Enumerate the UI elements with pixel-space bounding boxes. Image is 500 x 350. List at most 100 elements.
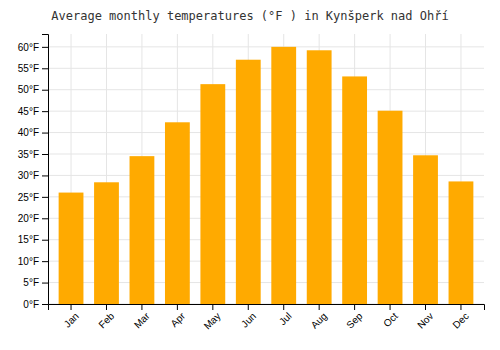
tick-label: Jun — [239, 310, 258, 329]
tick-label: Mar — [132, 310, 152, 330]
tick-mark — [42, 218, 48, 219]
tick: 20°F — [18, 213, 48, 224]
tick-mark — [354, 304, 355, 310]
bar — [200, 84, 225, 304]
bars — [59, 47, 474, 304]
tick-mark — [212, 304, 213, 310]
bar — [165, 122, 190, 304]
tick-label: 20°F — [18, 213, 39, 224]
tick: 25°F — [18, 192, 48, 203]
tick: 30°F — [18, 170, 48, 181]
tick-mark — [177, 304, 178, 310]
grid-line-y — [48, 68, 484, 69]
tick-mark — [460, 304, 461, 310]
tick-label: 30°F — [18, 170, 39, 181]
grid-line-y — [48, 46, 484, 47]
tick-label: 25°F — [18, 192, 39, 203]
tick: Sep — [344, 304, 365, 331]
tick-mark — [248, 304, 249, 310]
tick: 40°F — [18, 127, 48, 138]
tick-label: May — [202, 310, 223, 331]
tick-label: Aug — [309, 310, 329, 330]
y-axis: 0°F 5°F 10°F 15°F 20°F 25°F 30°F 35°F 40°F 45°F 50… — [18, 35, 49, 310]
tick-label: Jan — [62, 310, 81, 329]
tick-label: 60°F — [18, 42, 39, 53]
plot-area: 0°F 5°F 10°F 15°F 20°F 25°F 30°F 35°F 40°F 45°F 50… — [18, 34, 485, 332]
axis-line — [49, 305, 485, 311]
tick: 55°F — [18, 63, 48, 74]
bar — [449, 181, 474, 304]
tick-mark — [319, 304, 320, 310]
tick-mark — [42, 111, 48, 112]
tick-mark — [42, 133, 48, 134]
tick-label: 15°F — [18, 234, 39, 245]
chart: 0°F 5°F 10°F 15°F 20°F 25°F 30°F 35°F 40°F 45°F 50… — [0, 0, 500, 350]
tick-mark — [42, 154, 48, 155]
tick-label: Sep — [344, 310, 365, 331]
tick: 35°F — [18, 149, 48, 160]
axis-line — [42, 35, 49, 305]
tick: 0°F — [23, 299, 48, 310]
tick-mark — [42, 90, 48, 91]
tick: Oct — [381, 304, 400, 329]
tick-mark — [141, 304, 142, 310]
grid-line-y — [48, 154, 484, 155]
tick-mark — [42, 175, 48, 176]
bar — [307, 50, 332, 304]
bar — [236, 60, 261, 304]
bar — [413, 155, 438, 304]
bar — [342, 76, 367, 304]
tick: 10°F — [18, 256, 48, 267]
tick: Apr — [168, 304, 187, 329]
tick-mark — [283, 304, 284, 310]
bar — [94, 182, 119, 304]
tick-mark — [42, 240, 48, 241]
tick: 50°F — [18, 84, 48, 95]
tick-label: Dec — [450, 310, 470, 330]
tick: Jun — [239, 304, 258, 330]
tick-label: Jul — [277, 310, 294, 327]
tick-label: Feb — [96, 310, 116, 330]
tick-mark — [71, 304, 72, 310]
grid-line-y — [48, 89, 484, 90]
tick: Jan — [62, 304, 81, 330]
tick-label: Apr — [168, 310, 187, 329]
tick-label: 45°F — [18, 106, 39, 117]
tick: Feb — [96, 304, 116, 330]
x-axis: Jan Feb Mar Apr May Jun Jul Aug Sep Oct Nov Dec — [49, 304, 485, 332]
tick: 15°F — [18, 234, 48, 245]
grid-line-y — [48, 111, 484, 112]
tick-mark — [390, 304, 391, 310]
tick: Mar — [132, 304, 152, 330]
tick-label: Nov — [415, 310, 435, 330]
tick-mark — [42, 261, 48, 262]
bar — [378, 111, 403, 304]
tick-mark — [42, 197, 48, 198]
tick-mark — [106, 304, 107, 310]
tick-label: 40°F — [18, 127, 39, 138]
tick-mark — [42, 47, 48, 48]
title: Average monthly temperatures (°F ) in Ky… — [51, 9, 448, 23]
tick: Nov — [415, 304, 435, 331]
tick: Aug — [309, 304, 329, 331]
bar — [271, 47, 296, 304]
tick-mark — [42, 68, 48, 69]
tick-mark — [42, 304, 48, 305]
grid-line-y — [48, 132, 484, 133]
tick-mark — [42, 283, 48, 284]
tick-label: 5°F — [23, 277, 39, 288]
tick: 5°F — [23, 277, 48, 288]
tick: Jul — [277, 304, 294, 327]
tick-label: 35°F — [18, 149, 39, 160]
tick: Dec — [450, 304, 470, 331]
tick-label: 0°F — [23, 299, 39, 310]
bar — [130, 156, 155, 304]
tick: 45°F — [18, 106, 48, 117]
tick: May — [202, 304, 223, 332]
tick-label: 50°F — [18, 84, 39, 95]
tick-label: Oct — [381, 310, 400, 329]
grid — [48, 34, 484, 304]
tick-label: 55°F — [18, 63, 39, 74]
tick: 60°F — [18, 42, 48, 53]
tick-mark — [425, 304, 426, 310]
